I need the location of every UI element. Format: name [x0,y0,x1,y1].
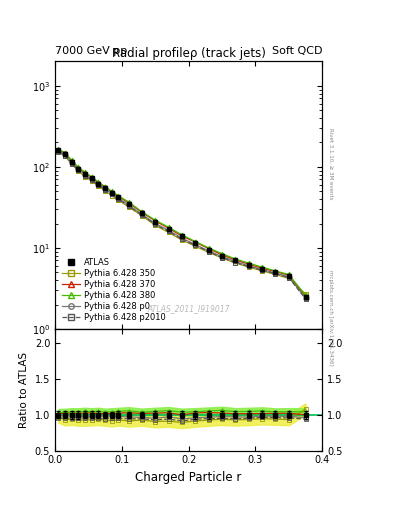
Y-axis label: Ratio to ATLAS: Ratio to ATLAS [19,352,29,428]
Title: Radial profileρ (track jets): Radial profileρ (track jets) [112,47,266,60]
Text: Soft QCD: Soft QCD [272,46,322,56]
Text: 7000 GeV pp: 7000 GeV pp [55,46,127,56]
Text: ATLAS_2011_I919017: ATLAS_2011_I919017 [147,304,230,313]
Legend: ATLAS, Pythia 6.428 350, Pythia 6.428 370, Pythia 6.428 380, Pythia 6.428 p0, Py: ATLAS, Pythia 6.428 350, Pythia 6.428 37… [59,255,169,325]
Text: Rivet 3.1.10, ≥ 3M events: Rivet 3.1.10, ≥ 3M events [328,128,333,200]
Text: mcplots.cern.ch [arXiv:1306.3436]: mcplots.cern.ch [arXiv:1306.3436] [328,270,333,365]
X-axis label: Charged Particle r: Charged Particle r [136,471,242,484]
